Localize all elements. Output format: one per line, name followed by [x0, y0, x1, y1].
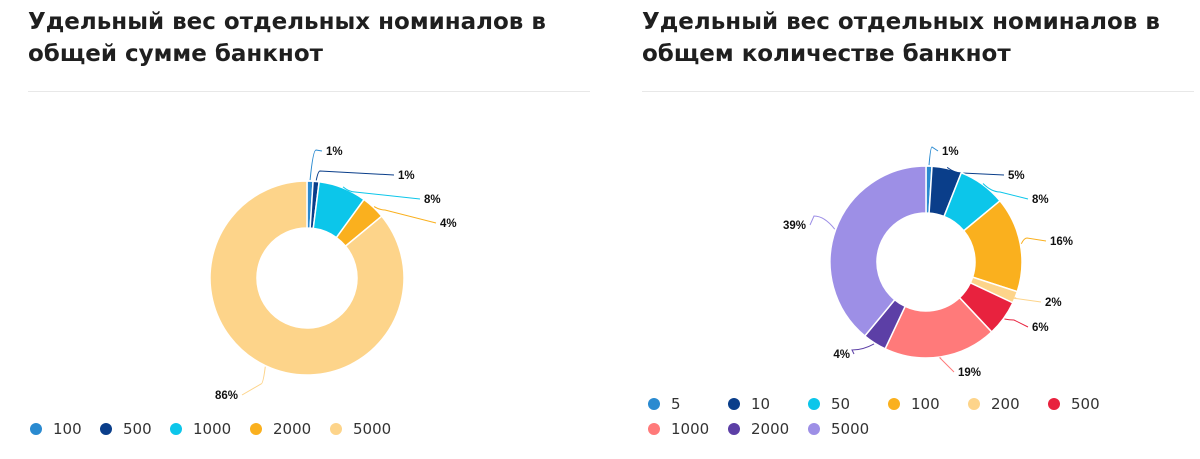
legend-label: 500 [1071, 395, 1100, 413]
legend-item-2000[interactable]: 2000 [728, 420, 789, 438]
legend-dot-icon [648, 398, 660, 410]
legend-dot-icon [728, 398, 740, 410]
legend-label: 5000 [353, 420, 392, 438]
legend-dot-icon [330, 423, 342, 435]
leader-line [241, 366, 266, 396]
legend-label: 1000 [193, 420, 232, 438]
legend-dot-icon [648, 423, 660, 435]
data-label: 19% [958, 367, 981, 379]
legend-label: 1000 [671, 420, 710, 438]
divider [642, 91, 1194, 92]
leader-line [1020, 237, 1047, 245]
data-label: 8% [424, 194, 441, 206]
legend-dot-icon [888, 398, 900, 410]
chart-panel-count: Удельный вес отдельных номиналов в общем… [612, 0, 1200, 459]
divider [28, 91, 590, 92]
data-label: 39% [783, 220, 806, 232]
legend-dot-icon [1048, 398, 1060, 410]
legend-item-50[interactable]: 50 [808, 395, 850, 413]
legend-dot-icon [808, 423, 820, 435]
legend-dot-icon [30, 423, 42, 435]
legend-item-1000[interactable]: 1000 [170, 420, 231, 438]
data-label: 5% [1008, 170, 1025, 182]
legend-item-100[interactable]: 100 [888, 395, 940, 413]
data-label: 6% [1032, 322, 1049, 334]
data-label: 8% [1032, 194, 1049, 206]
data-label: 16% [1050, 236, 1073, 248]
donut-slice-5000[interactable] [209, 180, 405, 376]
legend-label: 50 [831, 395, 851, 413]
legend-label: 500 [123, 420, 152, 438]
legend-item-100[interactable]: 100 [30, 420, 82, 438]
leader-line [373, 206, 437, 224]
leader-line [928, 146, 939, 166]
data-label: 2% [1045, 297, 1062, 309]
legend-dot-icon [728, 423, 740, 435]
legend-item-5[interactable]: 5 [648, 395, 681, 413]
data-label: 1% [326, 146, 343, 158]
chart-title-count: Удельный вес отдельных номиналов в общем… [642, 9, 1160, 67]
leader-line [851, 343, 875, 355]
data-label: 1% [942, 146, 959, 158]
chart-title-sum: Удельный вес отдельных номиналов в общей… [28, 9, 546, 67]
legend-item-200[interactable]: 200 [968, 395, 1020, 413]
legend-dot-icon [808, 398, 820, 410]
legend-dot-icon [170, 423, 182, 435]
leader-line [982, 183, 1029, 200]
legend-label: 10 [751, 395, 771, 413]
data-label: 86% [215, 390, 238, 402]
legend-label: 2000 [751, 420, 790, 438]
legend-label: 200 [991, 395, 1020, 413]
legend-item-10[interactable]: 10 [728, 395, 770, 413]
chart-panel-sum: Удельный вес отдельных номиналов в общей… [28, 9, 590, 438]
donut-slice-5000[interactable] [829, 165, 927, 338]
leader-line [315, 170, 395, 181]
data-label: 1% [398, 170, 415, 182]
legend-item-2000[interactable]: 2000 [250, 420, 311, 438]
legend-item-500[interactable]: 500 [100, 420, 152, 438]
leader-line [309, 149, 323, 181]
leader-line [809, 215, 836, 230]
donut-chart-count: 1% 5% 8% 16% 2% 6% 19% 4% 39% [783, 146, 1073, 379]
legend-dot-icon [100, 423, 112, 435]
legend-item-5000[interactable]: 5000 [808, 420, 869, 438]
legend-label: 100 [911, 395, 940, 413]
legend-item-500[interactable]: 500 [1048, 395, 1100, 413]
legend-label: 100 [53, 420, 82, 438]
legend-dot-icon [250, 423, 262, 435]
legend-item-5000[interactable]: 5000 [330, 420, 391, 438]
legend-label: 5 [671, 395, 681, 413]
legend-dot-icon [968, 398, 980, 410]
legend-label: 2000 [273, 420, 312, 438]
data-label: 4% [440, 218, 457, 230]
leader-line [1004, 318, 1029, 328]
leader-line [1011, 297, 1042, 303]
legend-label: 5000 [831, 420, 870, 438]
donut-chart-sum: 1% 1% 8% 4% 86% [209, 146, 457, 402]
leader-line [342, 186, 421, 200]
legend-item-1000[interactable]: 1000 [648, 420, 709, 438]
leader-line [938, 357, 955, 373]
data-label: 4% [833, 349, 850, 361]
